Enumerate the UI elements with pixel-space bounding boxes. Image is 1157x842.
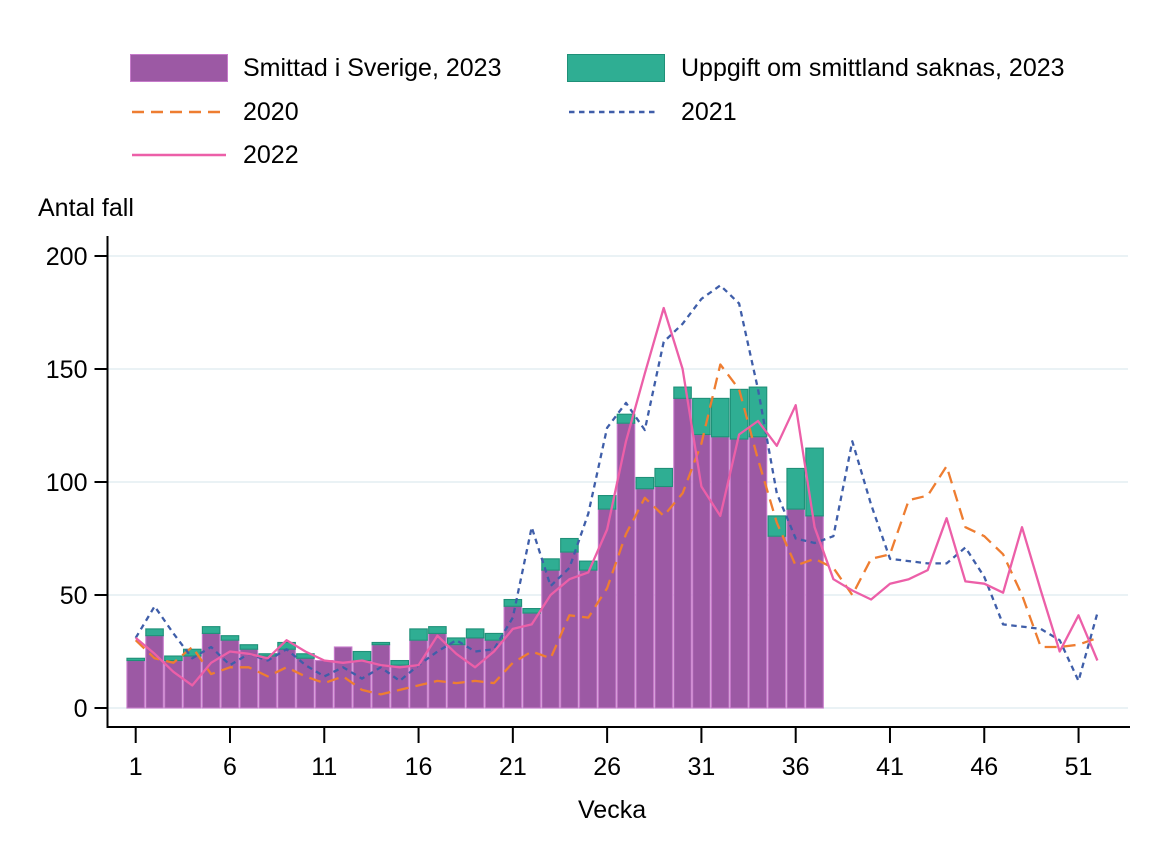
bar-uppgift-saknas-w36	[786, 467, 805, 510]
legend-label-2020: 2020	[243, 98, 299, 126]
y-tick-label-200: 200	[46, 243, 88, 271]
bar-uppgift-saknas-w16	[409, 628, 428, 641]
x-axis-title: Vecka	[578, 796, 647, 824]
bar-smittad-sverige-w35	[767, 535, 787, 709]
bar-smittad-sverige-w29	[654, 485, 673, 709]
bar-smittad-sverige-w3	[164, 659, 183, 709]
bar-smittad-sverige-w13	[352, 659, 372, 709]
x-tick-label-26: 26	[593, 753, 621, 781]
x-tick-label-16: 16	[405, 753, 433, 781]
x-tick-label-41: 41	[876, 753, 904, 781]
bar-uppgift-saknas-w6	[220, 635, 240, 641]
bar-uppgift-saknas-w23	[541, 558, 560, 571]
bar-uppgift-saknas-w5	[201, 626, 221, 634]
x-tick-label-46: 46	[970, 753, 998, 781]
bar-uppgift-saknas-w14	[371, 641, 391, 646]
bar-uppgift-saknas-w21	[503, 598, 523, 607]
legend-line-2022-icon	[132, 153, 226, 157]
bar-uppgift-saknas-w22	[522, 608, 541, 614]
legend-swatch-uppgift-saknas	[567, 54, 665, 82]
bar-smittad-sverige-w32	[710, 436, 730, 709]
bar-uppgift-saknas-w17	[428, 626, 447, 634]
bar-smittad-sverige-w34	[748, 436, 768, 709]
bar-uppgift-saknas-w28	[635, 476, 655, 490]
bar-smittad-sverige-w9	[277, 648, 296, 709]
bar-smittad-sverige-w21	[503, 605, 523, 709]
bar-uppgift-saknas-w32	[710, 397, 730, 438]
bar-smittad-sverige-w16	[409, 639, 428, 709]
bar-smittad-sverige-w15	[390, 664, 409, 709]
bar-smittad-sverige-w31	[692, 433, 711, 709]
legend-swatch-smittad-sverige	[130, 54, 228, 82]
bar-smittad-sverige-w25	[578, 569, 598, 709]
bar-uppgift-saknas-w15	[390, 659, 409, 666]
bar-smittad-sverige-w28	[635, 488, 655, 709]
bar-uppgift-saknas-w35	[767, 515, 787, 537]
bars-2023	[126, 386, 824, 709]
y-tick-label-100: 100	[46, 469, 88, 497]
bar-uppgift-saknas-w7	[239, 644, 259, 650]
bar-uppgift-saknas-w30	[673, 386, 692, 399]
y-tick-label-50: 50	[60, 582, 88, 610]
legend-label-smittad-sverige: Smittad i Sverige, 2023	[243, 54, 502, 82]
bar-uppgift-saknas-w13	[352, 650, 372, 662]
bar-smittad-sverige-w11	[314, 659, 334, 709]
bar-uppgift-saknas-w29	[654, 467, 673, 488]
bar-uppgift-saknas-w2	[145, 628, 164, 637]
bar-uppgift-saknas-w18	[446, 637, 466, 646]
legend-label-uppgift-saknas: Uppgift om smittland saknas, 2023	[681, 54, 1065, 82]
bar-uppgift-saknas-w20	[484, 632, 504, 641]
y-axis-title: Antal fall	[38, 194, 134, 222]
bar-uppgift-saknas-w1	[126, 657, 145, 662]
x-tick-label-21: 21	[499, 753, 527, 781]
line-2020	[134, 363, 1098, 696]
x-tick-label-6: 6	[223, 753, 237, 781]
bar-smittad-sverige-w14	[371, 644, 391, 709]
y-tick-label-0: 0	[74, 695, 88, 723]
x-tick-label-1: 1	[129, 753, 143, 781]
bar-uppgift-saknas-w19	[465, 628, 485, 639]
bar-smittad-sverige-w22	[522, 612, 541, 709]
y-tick-label-150: 150	[46, 356, 88, 384]
bar-uppgift-saknas-w27	[616, 413, 636, 424]
bar-smittad-sverige-w30	[673, 397, 692, 709]
bar-smittad-sverige-w8	[258, 655, 277, 709]
bar-smittad-sverige-w10	[296, 657, 315, 709]
bar-smittad-sverige-w26	[597, 508, 617, 709]
bar-smittad-sverige-w2	[145, 635, 164, 709]
legend-line-2020-icon	[132, 110, 226, 114]
x-tick-label-36: 36	[782, 753, 810, 781]
legend-line-2021-icon	[569, 110, 657, 114]
line-2022	[134, 306, 1099, 687]
legend-label-2021: 2021	[681, 98, 737, 126]
line-2021	[134, 284, 1099, 683]
bar-smittad-sverige-w1	[126, 659, 145, 709]
bar-uppgift-saknas-w3	[164, 655, 183, 662]
bar-uppgift-saknas-w25	[578, 560, 598, 571]
x-tick-label-51: 51	[1065, 753, 1093, 781]
bar-smittad-sverige-w33	[729, 438, 749, 709]
x-tick-label-11: 11	[311, 753, 337, 781]
legend-label-2022: 2022	[243, 141, 299, 169]
x-tick-label-31: 31	[688, 753, 716, 781]
legend: Smittad i Sverige, 2023 Uppgift om smitt…	[0, 0, 1157, 180]
